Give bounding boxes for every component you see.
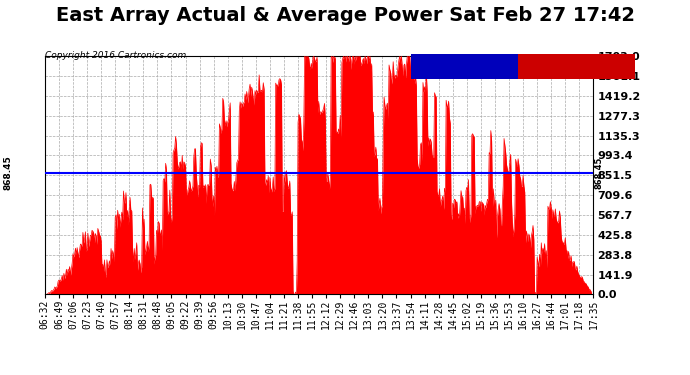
Text: Average  (DC Watts): Average (DC Watts) [413,62,515,71]
Text: 868.45: 868.45 [595,157,604,189]
Text: Copyright 2016 Cartronics.com: Copyright 2016 Cartronics.com [45,51,186,60]
Text: East Array Actual & Average Power Sat Feb 27 17:42: East Array Actual & Average Power Sat Fe… [55,6,635,25]
Text: 868.45: 868.45 [3,156,12,190]
Text: East Array  (DC Watts): East Array (DC Watts) [517,62,635,71]
